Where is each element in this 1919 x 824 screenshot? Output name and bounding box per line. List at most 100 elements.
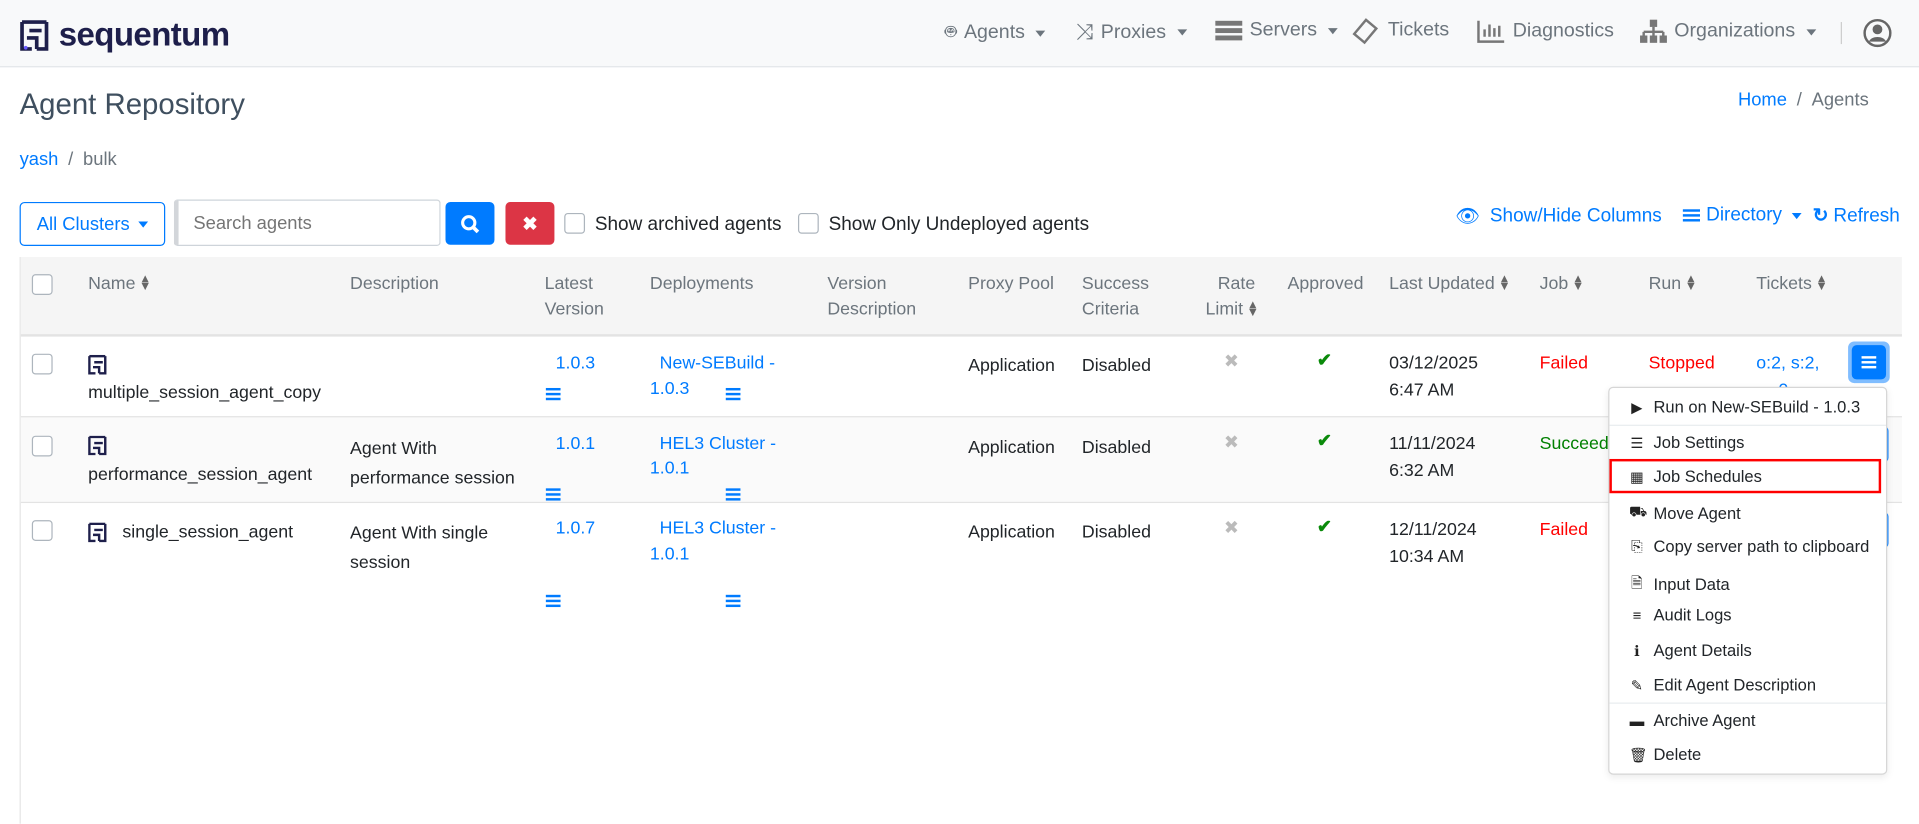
nav-proxies[interactable]: ⤨ Proxies — [1076, 20, 1187, 46]
row-checkbox[interactable] — [31, 520, 53, 541]
clusters-label: All Clusters — [36, 213, 130, 235]
proxy-pool: Application — [968, 522, 1055, 543]
menu-item-edit-description[interactable]: ✎ Edit Agent Description — [1630, 675, 1817, 694]
deployment-version[interactable]: 1.0.3 — [649, 379, 690, 399]
header-tickets[interactable]: Tickets ▲ ▼ — [1756, 273, 1828, 294]
brand-logo[interactable]: sequentum — [20, 16, 230, 54]
header-run[interactable]: Run ▲ ▼ — [1648, 273, 1697, 294]
proxy-pool: Application — [968, 438, 1055, 458]
android-icon: 🤖︎ — [944, 22, 957, 43]
check-icon: ✔ — [1316, 432, 1332, 452]
row-checkbox[interactable] — [31, 435, 53, 457]
search-button[interactable] — [445, 201, 495, 245]
nav-diagnostics[interactable]: Diagnostics — [1476, 20, 1614, 44]
success-criteria: Disabled — [1081, 438, 1151, 458]
last-updated: 03/12/2025 6:47 AM — [1389, 353, 1478, 401]
table-row: multiple_session_agent_copy 1.0.3 New-SE… — [0, 0, 1919, 403]
clear-search-button[interactable]: ✖ — [505, 201, 555, 245]
latest-version-link[interactable]: 1.0.3 — [555, 353, 596, 374]
deployment-version[interactable]: 1.0.1 — [649, 544, 690, 565]
calendar-icon: ▦ — [1630, 468, 1644, 486]
job-status: Succeeded — [1539, 434, 1629, 455]
header-last-updated[interactable]: Last Updated ▲ ▼ — [1389, 273, 1511, 294]
menu-item-move-agent[interactable]: ⛟ Move Agent — [1629, 503, 1741, 522]
deployment-version[interactable]: 1.0.1 — [649, 458, 690, 479]
menu-item-copy-path[interactable]: ⎘ Copy server path to clipboard — [1629, 537, 1869, 555]
deployments-menu-icon[interactable] — [725, 388, 741, 401]
latest-version-link[interactable]: 1.0.1 — [555, 434, 596, 455]
trash-icon: 🗑︎ — [1629, 745, 1648, 764]
all-clusters-dropdown[interactable]: All Clusters — [19, 201, 166, 247]
caret-down-icon — [1806, 28, 1816, 35]
agent-name[interactable]: multiple_session_agent_copy — [88, 383, 321, 403]
deployments-menu-icon[interactable] — [725, 594, 741, 608]
directory-dropdown[interactable]: Directory — [1682, 204, 1802, 226]
caret-down-icon — [1177, 29, 1187, 36]
menu-item-audit-logs[interactable]: ≡ Audit Logs — [1629, 606, 1732, 624]
nav-organizations[interactable]: Organizations — [1640, 19, 1816, 44]
shuffle-icon: ⤨ — [1075, 19, 1094, 45]
agent-name[interactable]: single_session_agent — [122, 522, 294, 543]
menu-item-job-settings[interactable]: ☰ Job Settings — [1630, 433, 1745, 452]
menu-item-run[interactable]: ▶ Run on New-SEBuild - 1.0.3 — [1629, 398, 1860, 416]
header-name[interactable]: Name ▲ ▼ — [88, 273, 152, 294]
menu-item-input-data[interactable]: 🗎 Input Data — [1629, 572, 1730, 598]
show-undeployed-checkbox[interactable] — [797, 212, 819, 234]
user-circle-icon — [1863, 18, 1892, 48]
copy-icon: ⎘ — [1631, 537, 1643, 555]
header-version-description: Version Description — [827, 274, 917, 320]
nav-agents[interactable]: 🤖︎ Agents — [945, 20, 1046, 47]
nav-servers[interactable]: Servers — [1215, 20, 1338, 42]
caret-down-icon — [1328, 27, 1338, 34]
agent-name[interactable]: performance_session_agent — [88, 465, 313, 485]
truck-icon: ⛟ — [1629, 503, 1648, 521]
show-hide-columns-button[interactable]: 👁︎ Show/Hide Columns — [1455, 204, 1662, 228]
caret-down-icon — [1035, 29, 1046, 37]
deployment-link[interactable]: HEL3 Cluster - — [659, 434, 777, 455]
top-navbar: sequentum 🤖︎ Agents ⤨ Proxies Servers Tick… — [0, 0, 1919, 68]
directory-label: Directory — [1706, 204, 1783, 226]
versions-menu-icon[interactable] — [545, 594, 561, 608]
row-actions-button[interactable] — [1851, 345, 1887, 380]
menu-item-delete[interactable]: 🗑︎ Delete — [1629, 745, 1702, 764]
path-root-link[interactable]: yash — [19, 149, 59, 171]
show-archived-checkbox[interactable] — [564, 212, 586, 234]
row-checkbox[interactable] — [31, 353, 53, 375]
menu-item-job-schedules[interactable]: ▦ Job Schedules — [1630, 467, 1762, 486]
nav-label: Servers — [1249, 19, 1318, 41]
select-all-checkbox[interactable] — [31, 274, 53, 295]
header-deployments: Deployments — [649, 274, 754, 294]
sequentum-logo-icon — [20, 19, 49, 51]
header-job[interactable]: Job ▲ ▼ — [1539, 273, 1585, 294]
x-icon: ✖ — [1223, 433, 1239, 453]
sort-icon: ▲ ▼ — [1246, 298, 1259, 320]
sort-icon: ▲ ▼ — [1571, 273, 1585, 294]
sitemap-icon — [1640, 19, 1667, 43]
brand-name: sequentum — [58, 15, 230, 53]
menu-item-archive[interactable]: ▬ Archive Agent — [1629, 711, 1756, 730]
user-menu[interactable] — [1863, 18, 1892, 52]
nav-tickets[interactable]: Tickets — [1352, 17, 1449, 44]
versions-menu-icon[interactable] — [545, 488, 561, 501]
deployment-link[interactable]: New-SEBuild - — [659, 353, 776, 374]
deployment-link[interactable]: HEL3 Cluster - — [659, 518, 777, 539]
header-latest-version: Latest Version — [544, 274, 604, 320]
refresh-button[interactable]: ↻ Refresh — [1813, 204, 1900, 227]
path-current: bulk — [83, 149, 117, 171]
last-updated: 11/11/2024 6:32 AM — [1389, 434, 1476, 481]
deployments-menu-icon[interactable] — [725, 488, 741, 501]
list-icon: ≡ — [1632, 606, 1642, 624]
header-success-criteria: Success Criteria — [1081, 274, 1150, 320]
menu-item-agent-details[interactable]: ℹ Agent Details — [1629, 641, 1752, 659]
server-icon — [1215, 20, 1243, 41]
versions-menu-icon[interactable] — [545, 388, 561, 401]
header-rate-limit[interactable]: Rate Limit ▲ ▼ — [1205, 274, 1259, 320]
latest-version-link[interactable]: 1.0.7 — [555, 518, 596, 539]
agent-logo-icon — [88, 354, 107, 375]
search-input[interactable] — [173, 199, 441, 247]
info-icon: ℹ — [1634, 641, 1640, 660]
success-criteria: Disabled — [1081, 522, 1151, 543]
archive-icon: ▬ — [1629, 711, 1645, 729]
breadcrumb-home[interactable]: Home — [1737, 89, 1787, 111]
sort-icon: ▲ ▼ — [1684, 273, 1697, 294]
